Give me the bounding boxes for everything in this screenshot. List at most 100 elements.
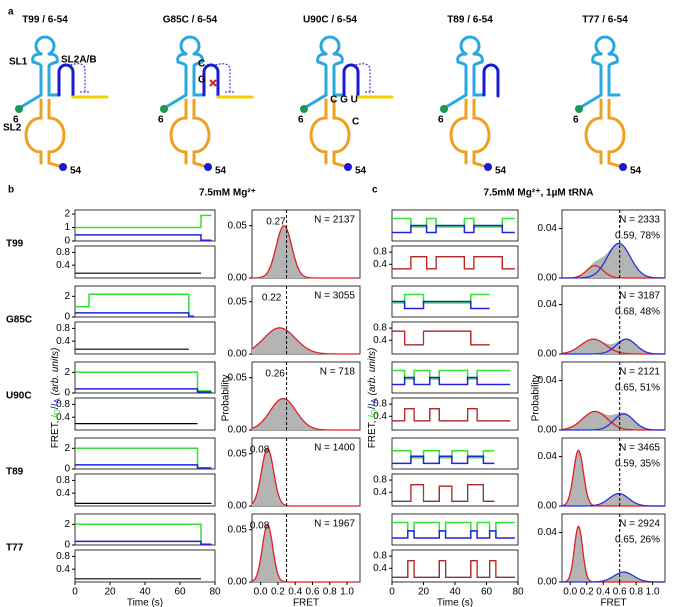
y-tick-label: 0.04 — [538, 223, 558, 234]
sl1-right — [47, 52, 61, 97]
histogram-area — [252, 398, 360, 430]
gaussian-fit — [562, 264, 665, 279]
sl1-loop — [594, 35, 616, 56]
y-tick-label: 0.4 — [56, 336, 70, 347]
fret-trace — [392, 484, 495, 502]
y-tick-label: 0.8 — [56, 475, 70, 486]
intensity-frame — [74, 285, 216, 318]
acceptor-trace — [75, 234, 212, 242]
histogram-area — [562, 338, 665, 354]
sl1-left — [19, 52, 43, 109]
y-tick-label: 0.00 — [228, 577, 248, 588]
fret-frame — [391, 321, 519, 355]
y-tick-label: 0.4 — [56, 488, 70, 499]
mutation-letter: C G U — [330, 95, 358, 106]
intensity-frame — [74, 513, 216, 546]
x-tick-label: 0.8 — [323, 587, 337, 598]
dye-3prime — [344, 163, 352, 171]
high-label: 0.65, 26% — [615, 535, 660, 546]
donor-trace — [75, 371, 212, 392]
y-axis-label-part: D — [53, 409, 62, 415]
dye-3prime — [484, 163, 492, 171]
n-label: N = 2121 — [619, 367, 660, 378]
x-axis-label: FRET — [293, 598, 319, 607]
histogram-area — [252, 448, 360, 506]
acceptor-trace — [392, 300, 490, 310]
y-tick-label: 0.04 — [538, 527, 558, 538]
y-tick-label: 0.4 — [373, 487, 387, 498]
fret-fit — [392, 484, 495, 502]
dye-5prime — [15, 105, 23, 113]
histogram-area — [562, 450, 665, 506]
x-tick-label: 0.2 — [271, 587, 285, 598]
y-tick-label: 0.8 — [373, 323, 387, 334]
acceptor-trace — [392, 376, 511, 386]
sl1-loop — [179, 35, 201, 56]
acceptor-trace — [75, 312, 194, 318]
acceptor-trace — [392, 530, 515, 539]
y-tick-label: 0.4 — [373, 259, 387, 270]
y-tick-label: 0.4 — [56, 260, 70, 271]
y-tick-label: 0.00 — [538, 349, 558, 360]
row-name: G85C — [6, 315, 32, 326]
mutation-cross — [209, 79, 217, 87]
y-tick-label: 0.05 — [228, 296, 248, 307]
gaussian-fit — [251, 397, 360, 431]
y-tick-label: 0.4 — [373, 563, 387, 574]
row-name: T99 — [6, 239, 24, 250]
acceptor-trace — [392, 224, 515, 234]
x-tick-label: 0.6 — [306, 587, 320, 598]
low-label: 0.26 — [265, 369, 285, 380]
y-tick-label: 2 — [64, 443, 70, 454]
y-axis-label: FRET, ID/IA (arb. units) — [50, 348, 62, 449]
sl1-loop — [34, 35, 56, 56]
sl1-loop — [459, 35, 481, 56]
y-tick-label: 0.4 — [373, 335, 387, 346]
y-axis-label: FRET, ID/IA (arb. units) — [367, 348, 379, 449]
y-tick-label: 2 — [64, 519, 70, 530]
intensity-frame — [74, 361, 216, 394]
low-label: 0.08 — [250, 521, 270, 532]
construct-title: T89 / 6-54 — [447, 15, 493, 26]
high-label: 0.59, 35% — [615, 459, 660, 470]
y-axis-label-part: (arb. units) — [367, 348, 378, 399]
intensity-frame — [391, 209, 519, 242]
dye-5prime — [440, 105, 448, 113]
y-axis-label-part: (arb. units) — [50, 348, 61, 399]
sl2-left — [169, 98, 188, 165]
high-label: 0.65, 51% — [615, 383, 660, 394]
label-3prime: 54 — [355, 166, 367, 177]
intensity-frame — [391, 361, 519, 394]
mutation-letter: G — [198, 75, 206, 86]
dye-5prime — [160, 105, 168, 113]
sl2-label: SL2 — [3, 123, 22, 134]
fret-frame — [391, 245, 519, 279]
sl1-right — [332, 52, 346, 97]
x-tick-label: 0.0 — [563, 587, 577, 598]
sl1-left — [444, 52, 468, 109]
fret-trace — [392, 408, 511, 422]
y-axis-label-part: A — [53, 398, 62, 404]
x-axis-label: Time (s) — [437, 598, 473, 607]
y-axis-label-part: D — [370, 409, 379, 415]
construct-title: T99 / 6-54 — [22, 15, 68, 26]
y-tick-label: 0.00 — [228, 501, 248, 512]
y-tick-label: 0.8 — [373, 247, 387, 258]
dye-3prime — [619, 163, 627, 171]
gaussian-fit — [562, 338, 665, 355]
pseudoknot-line — [351, 63, 375, 93]
row-name: U90C — [6, 391, 32, 402]
y-axis-label-part: I — [50, 403, 61, 406]
panel-title: 7.5mM Mg²⁺ — [199, 188, 256, 199]
n-label: N = 3465 — [619, 443, 660, 454]
fret-frame — [74, 321, 216, 355]
construct-title: G85C / 6-54 — [163, 15, 218, 26]
histogram-area — [562, 243, 665, 278]
x-axis-label: FRET — [600, 598, 626, 607]
y-axis-label-part: I — [367, 403, 378, 406]
histogram-area — [562, 526, 665, 582]
x-tick-label: 0.4 — [288, 587, 302, 598]
sl1-left — [579, 52, 603, 109]
gaussian-fit — [251, 523, 360, 583]
gaussian-fit — [561, 410, 665, 431]
